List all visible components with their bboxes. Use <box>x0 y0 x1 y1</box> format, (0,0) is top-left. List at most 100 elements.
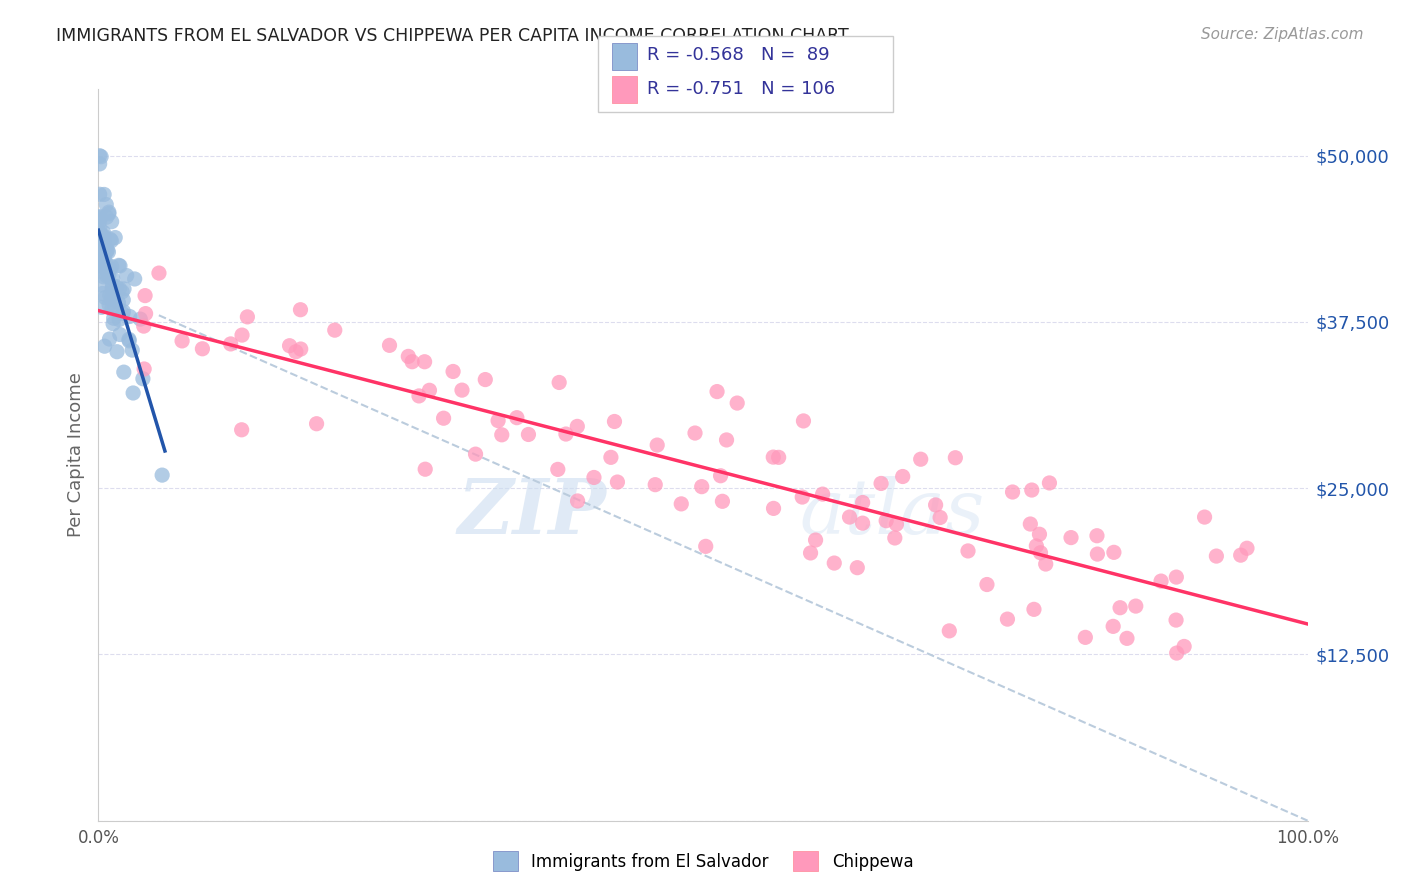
Point <box>90 228 112 243</box>
Point <box>97 268 120 282</box>
Point <box>93 258 115 272</box>
Point <box>107 295 129 310</box>
Point <box>464 447 486 461</box>
Point <box>112 365 135 379</box>
Point <box>683 425 706 440</box>
Point <box>567 494 589 508</box>
Point <box>97 207 120 221</box>
Point <box>108 282 131 296</box>
Point <box>93 187 115 202</box>
Point <box>418 384 440 398</box>
Point <box>219 337 242 351</box>
Point <box>108 327 131 342</box>
Point <box>108 259 131 273</box>
Point <box>401 355 423 369</box>
Point <box>90 278 112 293</box>
Point <box>91 251 114 265</box>
Point <box>231 328 253 343</box>
Point <box>101 278 124 293</box>
Point <box>98 232 121 246</box>
Point <box>768 450 790 465</box>
Point <box>582 470 605 484</box>
Point <box>105 344 128 359</box>
Point <box>875 514 897 528</box>
Point <box>290 302 312 317</box>
Y-axis label: Per Capita Income: Per Capita Income <box>66 373 84 537</box>
Point <box>555 427 578 442</box>
Point <box>891 469 914 483</box>
Point <box>517 427 540 442</box>
Point <box>486 414 509 428</box>
Point <box>599 450 621 465</box>
Point <box>89 157 111 171</box>
Point <box>98 332 121 346</box>
Point <box>93 251 115 265</box>
Point <box>94 259 117 273</box>
Point <box>134 362 156 376</box>
Point <box>89 214 111 228</box>
Point <box>1173 640 1195 654</box>
Point <box>870 476 893 491</box>
Point <box>96 197 118 211</box>
Point <box>491 427 513 442</box>
Point <box>1109 600 1132 615</box>
Point <box>93 237 115 252</box>
Point <box>846 560 869 574</box>
Point <box>98 288 121 302</box>
Point <box>91 240 114 254</box>
Point <box>284 344 307 359</box>
Point <box>1035 557 1057 571</box>
Point <box>101 317 124 331</box>
Point <box>118 310 141 324</box>
Point <box>89 225 111 239</box>
Point <box>93 235 115 250</box>
Point <box>474 373 496 387</box>
Point <box>100 260 122 274</box>
Point <box>1025 539 1047 553</box>
Point <box>1116 632 1139 646</box>
Point <box>96 269 118 284</box>
Point <box>105 279 128 293</box>
Point <box>132 372 155 386</box>
Point <box>606 475 628 489</box>
Point <box>96 244 118 259</box>
Point <box>1074 631 1097 645</box>
Point <box>118 334 141 348</box>
Point <box>1164 613 1187 627</box>
Point <box>89 149 111 163</box>
Point <box>111 285 134 299</box>
Point <box>97 205 120 219</box>
Point <box>112 282 135 296</box>
Point <box>101 302 124 317</box>
Point <box>823 556 845 570</box>
Point <box>100 292 122 306</box>
Point <box>1001 485 1024 500</box>
Point <box>121 343 143 357</box>
Point <box>122 386 145 401</box>
Point <box>94 255 117 269</box>
Point <box>762 501 785 516</box>
Point <box>93 233 115 247</box>
Point <box>111 307 134 321</box>
Point <box>323 323 346 337</box>
Point <box>1166 570 1188 584</box>
Point <box>89 187 111 202</box>
Point <box>236 310 259 324</box>
Point <box>852 495 875 509</box>
Point <box>441 364 464 378</box>
Point <box>886 517 908 532</box>
Point <box>924 498 946 512</box>
Point <box>93 269 115 284</box>
Legend: Immigrants from El Salvador, Chippewa: Immigrants from El Salvador, Chippewa <box>486 845 920 878</box>
Point <box>124 272 146 286</box>
Point <box>1205 549 1227 563</box>
Point <box>811 487 834 501</box>
Point <box>98 298 121 312</box>
Point <box>929 510 952 524</box>
Point <box>1022 602 1045 616</box>
Point <box>104 298 127 312</box>
Point <box>108 258 131 272</box>
Point <box>101 271 124 285</box>
Point <box>976 577 998 591</box>
Point <box>112 304 135 318</box>
